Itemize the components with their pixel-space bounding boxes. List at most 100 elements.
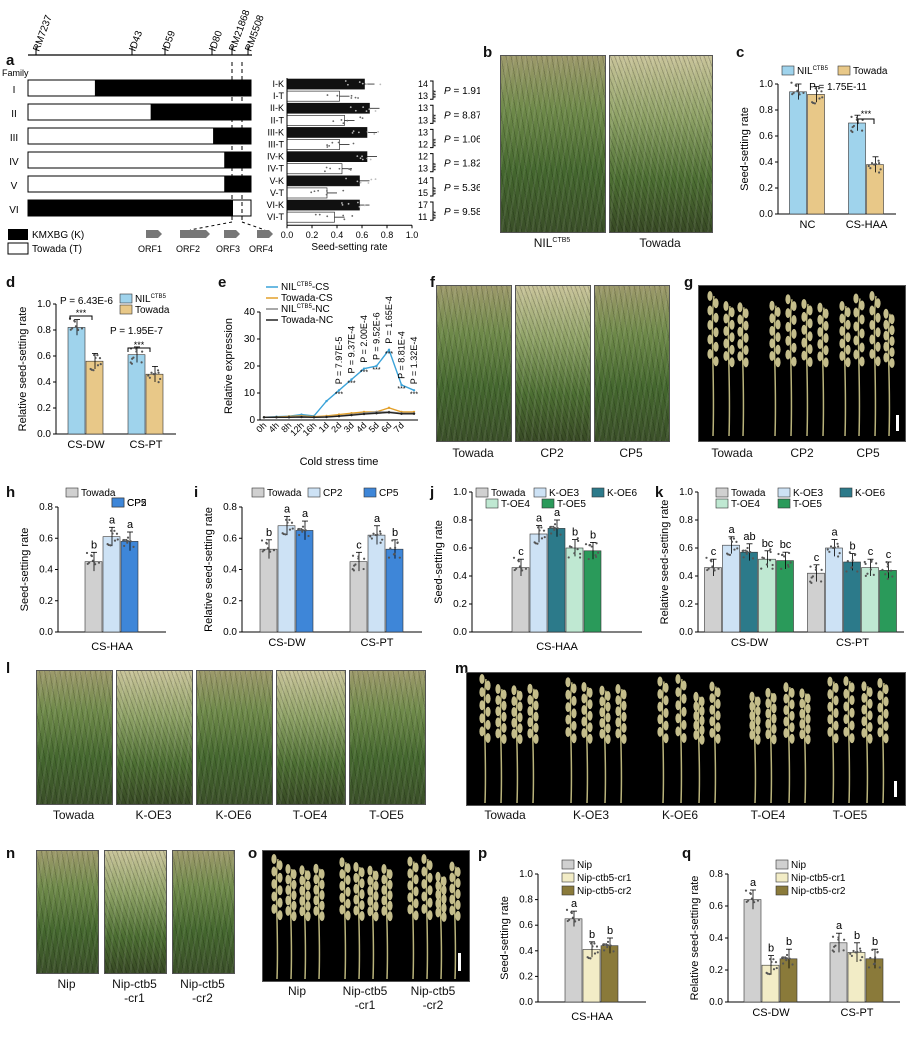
grain bbox=[867, 722, 873, 733]
grain bbox=[839, 351, 845, 362]
panicle-stem bbox=[515, 690, 519, 804]
data-point bbox=[884, 573, 887, 576]
data-point bbox=[370, 178, 373, 181]
data-point bbox=[533, 541, 536, 544]
grain bbox=[615, 706, 621, 717]
series-point bbox=[350, 413, 353, 417]
sample-size: 14 bbox=[418, 176, 428, 186]
data-point bbox=[342, 214, 345, 217]
legend-label: Towada bbox=[491, 488, 526, 499]
grain bbox=[285, 905, 291, 916]
data-point bbox=[326, 144, 329, 146]
bar bbox=[286, 187, 328, 199]
data-point bbox=[521, 569, 524, 572]
grain bbox=[743, 332, 749, 343]
category-label: CS-DW bbox=[752, 1007, 790, 1019]
grain bbox=[305, 901, 311, 912]
t-oe4-plant-photo bbox=[276, 670, 346, 805]
grain bbox=[511, 728, 517, 739]
panicle-stem bbox=[411, 861, 415, 980]
grain bbox=[783, 728, 789, 739]
p-value: P = 7.97E-5 bbox=[334, 337, 344, 385]
bar bbox=[120, 541, 139, 633]
grain bbox=[413, 874, 419, 885]
grain bbox=[769, 300, 775, 311]
k-oe6-plant-photo bbox=[196, 670, 273, 805]
significance-letter: b bbox=[607, 925, 613, 937]
grain bbox=[749, 729, 755, 740]
grain bbox=[533, 733, 539, 744]
grain bbox=[387, 869, 393, 880]
bar bbox=[529, 533, 548, 633]
data-point bbox=[106, 543, 109, 546]
y-tick-label: 0.0 bbox=[759, 209, 773, 220]
family-label: VI bbox=[9, 205, 18, 216]
data-point bbox=[797, 91, 800, 94]
grain bbox=[615, 684, 621, 695]
data-point bbox=[874, 162, 877, 166]
bar-label: I-T bbox=[273, 91, 284, 101]
sample-size: 12 bbox=[418, 152, 428, 162]
grain bbox=[883, 352, 889, 363]
data-point bbox=[361, 117, 364, 120]
grain bbox=[657, 726, 663, 737]
data-point bbox=[570, 911, 573, 914]
data-point bbox=[796, 89, 799, 92]
data-point bbox=[768, 972, 771, 976]
data-point bbox=[344, 80, 347, 82]
bar bbox=[825, 547, 843, 633]
towada-plant-photo bbox=[436, 285, 512, 442]
grain bbox=[875, 356, 881, 367]
grain bbox=[723, 338, 729, 349]
data-point bbox=[88, 561, 91, 564]
grain bbox=[681, 732, 687, 743]
marker-label: RM7237 bbox=[31, 13, 54, 53]
grain bbox=[517, 712, 523, 723]
grain bbox=[817, 339, 823, 350]
data-point bbox=[606, 945, 609, 949]
data-point bbox=[379, 541, 382, 544]
grain bbox=[581, 681, 587, 692]
grain bbox=[799, 708, 805, 719]
data-point bbox=[129, 540, 132, 543]
grain bbox=[313, 884, 319, 895]
grain bbox=[765, 729, 771, 740]
data-point bbox=[742, 556, 745, 559]
data-point bbox=[814, 566, 818, 569]
data-point bbox=[798, 93, 801, 96]
grain bbox=[305, 911, 311, 922]
data-point bbox=[341, 202, 343, 204]
data-point bbox=[351, 215, 354, 217]
panel-o-caption-3: Nip-ctb5 -cr2 bbox=[410, 984, 456, 1012]
scale-bar bbox=[894, 781, 897, 797]
significance-letter: c bbox=[868, 546, 874, 558]
data-point bbox=[285, 518, 288, 521]
grain bbox=[407, 856, 413, 867]
bracket bbox=[430, 80, 434, 100]
significance-letter: b bbox=[266, 527, 272, 539]
panel-m-caption-5: T-OE5 bbox=[832, 808, 868, 822]
data-point bbox=[579, 552, 582, 555]
towada-oe-plant-photo bbox=[36, 670, 113, 805]
bar bbox=[277, 525, 296, 633]
grain bbox=[353, 894, 359, 905]
grain bbox=[587, 687, 593, 698]
data-point bbox=[94, 356, 97, 360]
grain bbox=[877, 727, 883, 738]
grain bbox=[791, 301, 797, 312]
data-point bbox=[374, 178, 377, 180]
significance-stars: *** bbox=[134, 340, 145, 350]
y-tick-label: 1.0 bbox=[37, 299, 51, 310]
legend-label: K-OE6 bbox=[855, 488, 885, 499]
panicle-stem bbox=[881, 682, 885, 804]
grain bbox=[305, 890, 311, 901]
data-point bbox=[85, 551, 89, 555]
grain bbox=[605, 701, 611, 712]
grain bbox=[805, 713, 811, 724]
grain bbox=[663, 707, 669, 718]
significance-stars: *** bbox=[429, 211, 436, 219]
data-point bbox=[760, 567, 763, 570]
grain bbox=[387, 911, 393, 922]
bar bbox=[286, 163, 343, 175]
data-point bbox=[838, 552, 841, 555]
